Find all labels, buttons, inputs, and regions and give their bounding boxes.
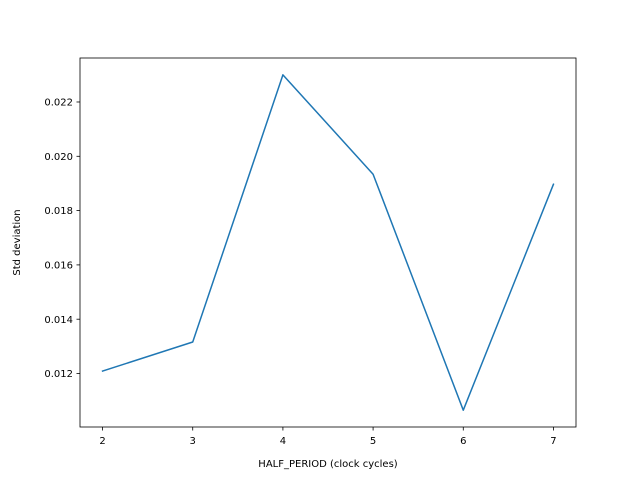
y-tick-label: 0.020: [44, 152, 73, 163]
x-tick-label: 4: [280, 436, 286, 447]
x-tick-label: 3: [190, 436, 196, 447]
y-axis-label: Std deviation: [12, 209, 23, 275]
x-tick-label: 7: [550, 436, 556, 447]
x-tick-label: 6: [460, 436, 466, 447]
x-axis-label: HALF_PERIOD (clock cycles): [258, 459, 397, 470]
y-tick-label: 0.016: [44, 261, 73, 272]
x-tick-label: 5: [370, 436, 376, 447]
series-layer: [101, 74, 555, 411]
series-line-0: [101, 74, 555, 411]
y-tick-label: 0.018: [44, 206, 73, 217]
plot-frame: [79, 57, 577, 428]
x-axis-ticks: 2 3 4 5 6 7: [99, 427, 557, 447]
y-tick-label: 0.022: [44, 98, 73, 109]
x-tick-label: 2: [99, 436, 105, 447]
plot-area: [80, 58, 576, 427]
y-tick-label: 0.014: [44, 315, 73, 326]
y-axis-ticks: 0.012 0.014 0.016 0.018 0.020 0.022: [44, 98, 80, 380]
y-tick-label: 0.012: [44, 369, 73, 380]
